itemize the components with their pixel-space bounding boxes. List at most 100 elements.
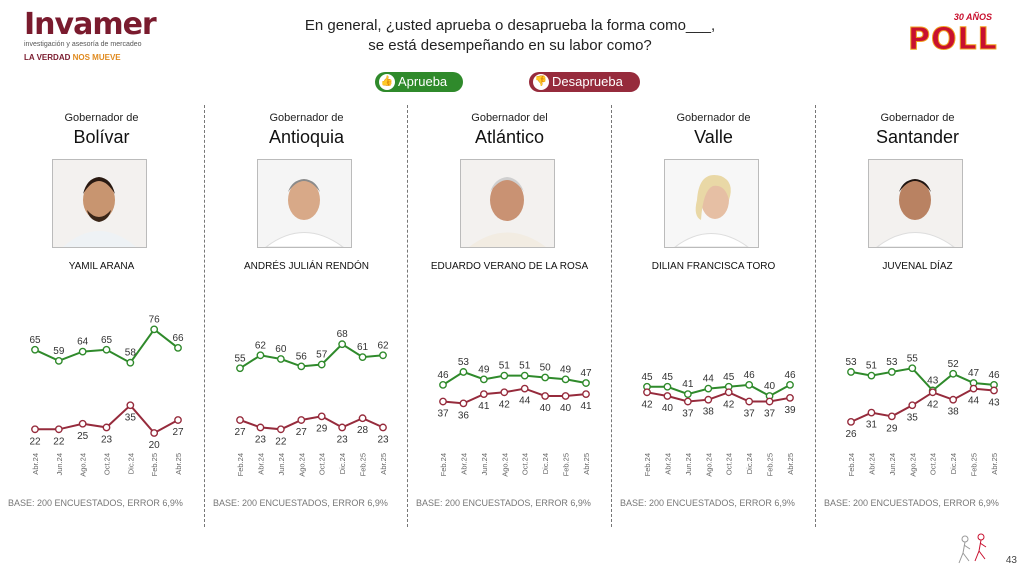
panel-bolivar: Gobernador de Bolívar YAMIL ARANA 65 59 64… (0, 105, 203, 530)
x-tick-label: Oct.24 (521, 453, 530, 475)
panel-department: Bolívar (73, 127, 130, 147)
invamer-logo: Invamer investigación y asesoría de merc… (24, 7, 157, 63)
data-label: 50 (540, 363, 552, 374)
panel-divider (611, 105, 612, 527)
approval-line-chart: 45 45 41 44 45 46 40 46 42 40 37 38 42 37 37 39 Feb.24 Ab… (641, 370, 796, 477)
data-point (704, 384, 713, 393)
data-label: 59 (53, 346, 65, 357)
data-point (847, 368, 855, 376)
data-point (887, 412, 896, 421)
data-point (78, 347, 87, 356)
x-tick-label: Dic.24 (541, 453, 550, 474)
data-point (765, 397, 774, 406)
x-tick-label: Jun.24 (684, 453, 693, 476)
x-tick-label: Ago.24 (79, 453, 88, 477)
panel-santander: Gobernador de Santander JUVENAL DÍAZ 53 5… (816, 105, 1019, 530)
x-tick-label: Jun.24 (480, 453, 489, 476)
data-label: 31 (866, 420, 878, 431)
governor-name: JUVENAL DÍAZ (882, 261, 953, 272)
data-label: 49 (478, 364, 490, 375)
data-point (479, 390, 488, 399)
x-tick-label: Feb.25 (359, 453, 368, 476)
data-point (256, 423, 265, 432)
data-point (867, 371, 876, 380)
data-point (520, 384, 529, 393)
data-point (479, 375, 488, 384)
data-point (704, 395, 713, 404)
data-point (541, 373, 550, 382)
data-label: 29 (316, 423, 328, 434)
data-point (459, 368, 468, 376)
sample-base-note: BASE: 200 ENCUESTADOS, ERROR 6,9% (824, 498, 999, 508)
data-label: 22 (29, 436, 41, 447)
data-label: 47 (580, 368, 592, 379)
data-label: 35 (125, 412, 137, 423)
data-label: 68 (337, 329, 349, 340)
data-point (663, 392, 672, 400)
thumbs-down-icon: 👎 (533, 73, 549, 90)
logo-tagline: LA VERDAD NOS MUEVE (24, 53, 154, 62)
runners-icon (958, 533, 987, 564)
logo-wordmark: Invamer (24, 7, 157, 42)
data-label: 52 (948, 359, 960, 370)
data-label: 46 (437, 370, 449, 381)
data-point (358, 414, 367, 423)
data-point (745, 381, 754, 389)
x-tick-label: Ago.24 (704, 453, 713, 477)
data-label: 43 (988, 397, 1000, 408)
x-tick-label: Feb.24 (643, 453, 652, 476)
panel-role: Gobernador del (471, 112, 548, 124)
approval-line-chart: 65 59 64 65 58 76 66 22 22 25 23 35 20 27 Abr.24 Jun.24… (29, 314, 184, 477)
approval-line-chart: 55 62 60 56 57 68 61 62 27 23 22 27 29 23 28 23 Feb.24 Ab… (234, 329, 389, 477)
panel-department: Antioquia (268, 127, 345, 147)
x-tick-label: Dic.24 (126, 453, 135, 474)
sample-base-note: BASE: 200 ENCUESTADOS, ERROR 6,9% (416, 498, 591, 508)
x-tick-label: Dic.24 (949, 453, 958, 474)
data-label: 37 (437, 409, 449, 420)
legend-disapprove: 👎 Desaprueba (529, 72, 640, 92)
data-point (745, 397, 754, 406)
data-point (990, 386, 998, 395)
panel-role: Gobernador de (880, 112, 955, 124)
data-label: 29 (886, 423, 898, 434)
sample-base-note: BASE: 200 ENCUESTADOS, ERROR 6,9% (8, 498, 183, 508)
x-tick-label: Jun.24 (277, 453, 286, 476)
data-label: 49 (560, 364, 572, 375)
data-point (561, 375, 570, 384)
x-tick-label: Feb.25 (562, 453, 571, 476)
data-label: 66 (172, 333, 184, 344)
panel-atlantico: Gobernador del Atlántico EDUARDO VERANO … (408, 105, 611, 530)
data-point (379, 423, 387, 432)
data-label: 65 (29, 335, 41, 346)
x-tick-label: Abr.24 (256, 453, 265, 475)
data-label: 27 (296, 427, 308, 438)
survey-question: En general, ¿usted aprueba o desaprueba … (260, 16, 760, 56)
governor-photo (52, 159, 147, 248)
data-point (541, 392, 550, 400)
x-tick-label: Feb.24 (439, 453, 448, 476)
data-point (102, 423, 111, 432)
panel-role: Gobernador de (676, 112, 751, 124)
x-tick-label: Jun.24 (888, 453, 897, 476)
panel-department: Santander (875, 127, 960, 147)
data-label: 51 (866, 361, 878, 372)
data-label: 61 (357, 342, 369, 353)
data-label: 46 (744, 370, 756, 381)
data-label: 45 (723, 372, 735, 383)
x-tick-label: Feb.25 (150, 453, 159, 476)
data-label: 46 (988, 370, 1000, 381)
data-point (174, 416, 182, 424)
sample-base-note: BASE: 200 ENCUESTADOS, ERROR 6,9% (213, 498, 388, 508)
data-point (236, 416, 244, 424)
data-point (683, 390, 692, 399)
sample-base-note: BASE: 200 ENCUESTADOS, ERROR 6,9% (620, 498, 795, 508)
data-point (358, 353, 367, 362)
governor-name: DILIAN FRANCISCA TORO (651, 261, 776, 272)
legend-approve-label: Aprueba (398, 74, 448, 89)
x-tick-label: Oct.24 (725, 453, 734, 475)
data-point (126, 358, 135, 367)
data-point (126, 401, 135, 410)
governor-name: ANDRÉS JULIÁN RENDÓN (243, 261, 370, 272)
panel-divider (407, 105, 408, 527)
data-point (847, 418, 855, 426)
